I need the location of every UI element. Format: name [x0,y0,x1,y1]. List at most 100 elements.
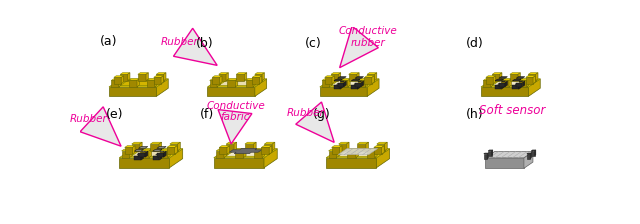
Polygon shape [264,142,275,144]
Polygon shape [252,76,262,78]
Polygon shape [501,79,511,80]
Polygon shape [486,152,533,158]
Polygon shape [167,146,177,147]
Polygon shape [253,79,255,87]
Polygon shape [234,142,237,151]
Polygon shape [349,74,356,81]
Polygon shape [245,142,256,144]
Text: (d): (d) [466,37,484,50]
Polygon shape [339,144,346,151]
Polygon shape [516,77,525,78]
Polygon shape [524,152,533,168]
Polygon shape [374,146,384,147]
Polygon shape [528,73,538,74]
Polygon shape [220,76,222,84]
Polygon shape [486,76,495,78]
Polygon shape [131,150,171,156]
Polygon shape [246,79,255,80]
Polygon shape [331,80,368,86]
Text: Soft sensor: Soft sensor [479,103,546,116]
Polygon shape [235,149,246,151]
Polygon shape [501,81,506,82]
Polygon shape [214,158,264,168]
Polygon shape [492,73,502,74]
Polygon shape [484,154,487,159]
Polygon shape [157,153,163,157]
Polygon shape [120,80,157,86]
Polygon shape [364,78,372,84]
Polygon shape [531,150,536,151]
Polygon shape [487,153,488,159]
Polygon shape [338,150,378,156]
Polygon shape [334,85,340,89]
Polygon shape [261,147,269,154]
Polygon shape [219,146,230,147]
Polygon shape [367,79,379,96]
Polygon shape [138,73,148,74]
Polygon shape [326,158,376,168]
Polygon shape [170,149,182,168]
Polygon shape [484,153,488,154]
Polygon shape [501,80,509,87]
Polygon shape [374,149,377,158]
Polygon shape [519,83,521,89]
Polygon shape [356,73,359,81]
Polygon shape [356,149,358,158]
Polygon shape [320,87,367,96]
Polygon shape [376,149,390,168]
Polygon shape [226,73,228,81]
Polygon shape [147,80,155,87]
Text: Rubber: Rubber [287,108,325,118]
Polygon shape [488,150,493,151]
Polygon shape [357,142,369,144]
Polygon shape [219,74,226,81]
Polygon shape [236,79,238,87]
Polygon shape [481,87,529,96]
Polygon shape [357,144,366,151]
Polygon shape [150,144,159,151]
Polygon shape [109,79,168,87]
Polygon shape [530,153,531,159]
Polygon shape [337,82,344,87]
Polygon shape [246,80,253,87]
Polygon shape [163,151,166,157]
Polygon shape [245,144,253,151]
Polygon shape [525,76,536,78]
Polygon shape [322,79,332,80]
Polygon shape [121,76,124,84]
Polygon shape [334,79,342,81]
Polygon shape [129,80,137,87]
Polygon shape [500,73,502,81]
Polygon shape [488,151,492,155]
Polygon shape [156,74,164,81]
Polygon shape [138,74,146,81]
Polygon shape [492,80,529,86]
Polygon shape [372,76,374,84]
Polygon shape [170,142,180,144]
Polygon shape [262,149,265,158]
Polygon shape [168,149,170,158]
Polygon shape [367,151,374,158]
Polygon shape [367,73,377,74]
Polygon shape [339,73,340,81]
Text: (f): (f) [200,108,214,121]
Polygon shape [138,146,148,148]
Polygon shape [138,153,145,157]
Polygon shape [377,142,387,144]
Polygon shape [160,151,164,152]
Polygon shape [122,149,132,151]
Polygon shape [134,149,143,151]
Polygon shape [367,149,377,151]
Polygon shape [114,78,121,84]
Polygon shape [492,74,500,81]
Polygon shape [125,147,132,154]
Polygon shape [486,78,493,84]
Polygon shape [120,74,127,81]
Polygon shape [120,73,130,74]
Text: (h): (h) [466,108,484,121]
Polygon shape [254,151,262,158]
Polygon shape [492,150,493,155]
Polygon shape [212,78,220,84]
Polygon shape [219,147,227,154]
Polygon shape [218,110,252,144]
